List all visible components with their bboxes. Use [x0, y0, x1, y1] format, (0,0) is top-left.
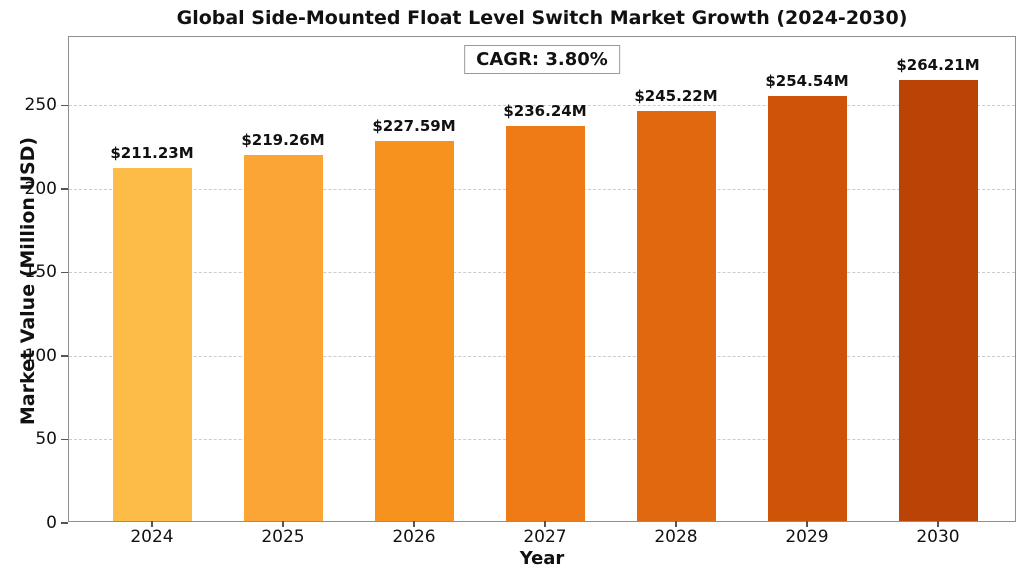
bar-2025 [243, 154, 323, 521]
bar-2028 [636, 111, 716, 521]
x-tick-mark [282, 521, 284, 527]
x-axis-label: Year [519, 548, 565, 569]
x-tick-mark [806, 521, 808, 527]
bar-value-label-2026: $227.59M [372, 116, 456, 135]
bar-2026 [374, 140, 454, 521]
x-tick-mark [937, 521, 939, 527]
x-tick-label-2025: 2025 [261, 527, 305, 547]
gridline-y-250 [69, 105, 1015, 107]
bar-2027 [505, 126, 585, 521]
bar-value-label-2029: $254.54M [765, 71, 849, 90]
x-tick-mark [544, 521, 546, 527]
chart-title: Global Side-Mounted Float Level Switch M… [176, 7, 908, 29]
bar-2024 [112, 168, 192, 521]
y-tick-mark [61, 271, 68, 274]
y-tick-label: 0 [46, 513, 57, 533]
y-tick-mark [61, 104, 68, 107]
y-tick-mark [61, 355, 68, 357]
bar-2029 [767, 95, 847, 521]
x-tick-label-2029: 2029 [785, 527, 829, 547]
x-tick-label-2030: 2030 [916, 527, 960, 547]
cagr-annotation: CAGR: 3.80% [464, 45, 620, 74]
y-tick-label: 150 [24, 262, 57, 283]
y-tick-label: 250 [24, 95, 57, 116]
bar-value-label-2030: $264.21M [896, 55, 980, 74]
y-axis-label: Market Value (Million USD) [17, 136, 39, 426]
x-tick-label-2028: 2028 [654, 527, 698, 547]
bar-value-label-2027: $236.24M [503, 102, 587, 121]
bar-value-label-2028: $245.22M [634, 87, 718, 106]
x-tick-mark [675, 521, 677, 527]
y-tick-mark [61, 188, 68, 190]
x-tick-mark [151, 521, 153, 527]
bar-value-label-2025: $219.26M [241, 130, 325, 149]
y-tick-label: 100 [24, 345, 57, 366]
y-tick-label: 200 [24, 178, 57, 199]
y-tick-mark [61, 522, 68, 524]
y-tick-mark [61, 438, 68, 441]
bar-value-label-2024: $211.23M [110, 144, 194, 163]
bar-2030 [898, 79, 978, 521]
x-tick-label-2026: 2026 [392, 527, 436, 547]
x-tick-mark [413, 521, 415, 527]
x-tick-label-2024: 2024 [130, 527, 174, 547]
x-tick-label-2027: 2027 [523, 527, 567, 547]
plot-area: CAGR: 3.80% 0 50 100 150 200 250 $211.23M 2024 $… [25, 36, 1016, 547]
y-tick-label: 50 [35, 429, 57, 450]
